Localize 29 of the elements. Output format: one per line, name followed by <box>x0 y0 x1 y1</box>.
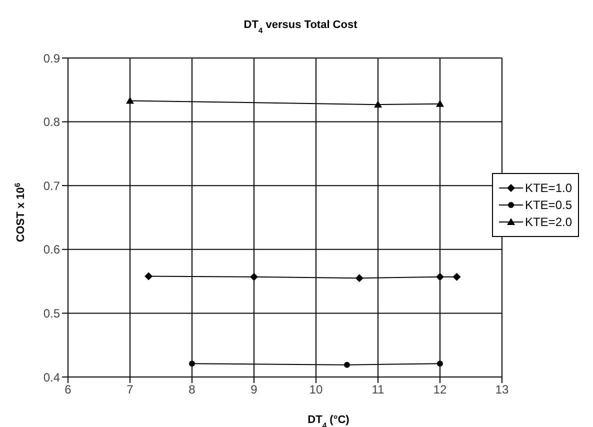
x-tick-label: 7 <box>126 382 134 397</box>
x-tick-label: 10 <box>309 382 323 397</box>
point <box>250 272 258 281</box>
point <box>374 100 382 108</box>
y-tick-label: 0.7 <box>43 178 60 193</box>
x-tick-label: 13 <box>495 382 509 397</box>
legend-label: KTE=1.0 <box>524 181 572 195</box>
point <box>436 360 443 367</box>
chart-title: DT$_{4}$ versus Total Cost <box>244 19 358 34</box>
point <box>436 272 444 281</box>
point <box>452 272 461 281</box>
point <box>344 362 350 368</box>
y-tick-label: 0.4 <box>43 370 60 384</box>
point <box>436 100 444 107</box>
y-tick-label: 0.5 <box>43 306 60 320</box>
point <box>126 96 134 104</box>
y-tick-label: 0.9 <box>43 51 60 66</box>
x-tick-label: 8 <box>188 382 196 397</box>
x-tick-label: 9 <box>250 382 258 397</box>
x-tick-label: 12 <box>433 382 447 397</box>
y-tick-label: 0.6 <box>43 242 60 257</box>
point <box>188 360 195 367</box>
legend-label: KTE=2.0 <box>524 215 572 229</box>
point <box>144 272 153 280</box>
x-tick-label: 6 <box>64 382 72 397</box>
legend-label: KTE=0.5 <box>524 198 572 212</box>
y-tick-label: 0.8 <box>43 115 60 130</box>
x-tick-label: 11 <box>372 382 385 397</box>
point <box>355 274 364 282</box>
